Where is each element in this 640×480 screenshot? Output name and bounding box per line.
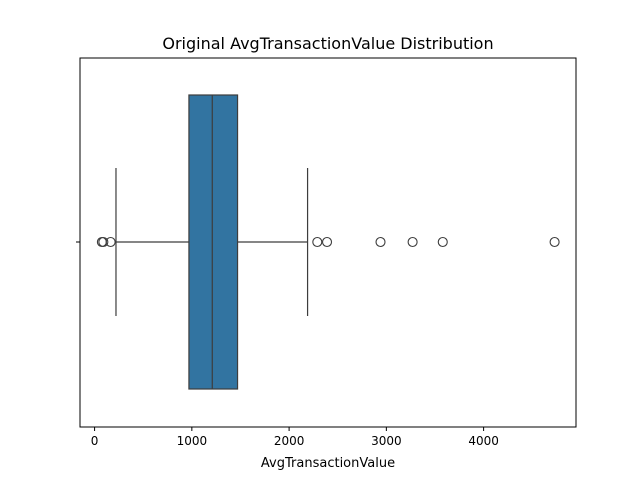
chart-title: Original AvgTransactionValue Distributio… (162, 34, 493, 53)
x-axis-tick-label-2000: 2000 (274, 434, 305, 448)
outlier-point-8 (437, 236, 448, 248)
outlier-point-5 (321, 236, 333, 248)
outlier-point-7 (407, 236, 418, 248)
x-axis-label: AvgTransactionValue (261, 456, 395, 471)
outlier-point-6 (375, 236, 386, 248)
x-axis-tick-label-1000: 1000 (177, 434, 208, 448)
outlier-point-2 (98, 236, 109, 248)
outlier-point-9 (549, 236, 560, 248)
x-axis-tick-label-4000: 4000 (468, 434, 499, 448)
x-axis-tick-label-3000: 3000 (371, 434, 402, 448)
x-axis-tick-label-0: 0 (91, 434, 99, 448)
outlier-point-4 (312, 236, 323, 248)
iqr-box (188, 94, 239, 390)
x-axis: 0 1000 2000 3000 4000 (76, 241, 499, 448)
outlier-point-3 (105, 236, 116, 248)
plot-marks (96, 94, 560, 390)
